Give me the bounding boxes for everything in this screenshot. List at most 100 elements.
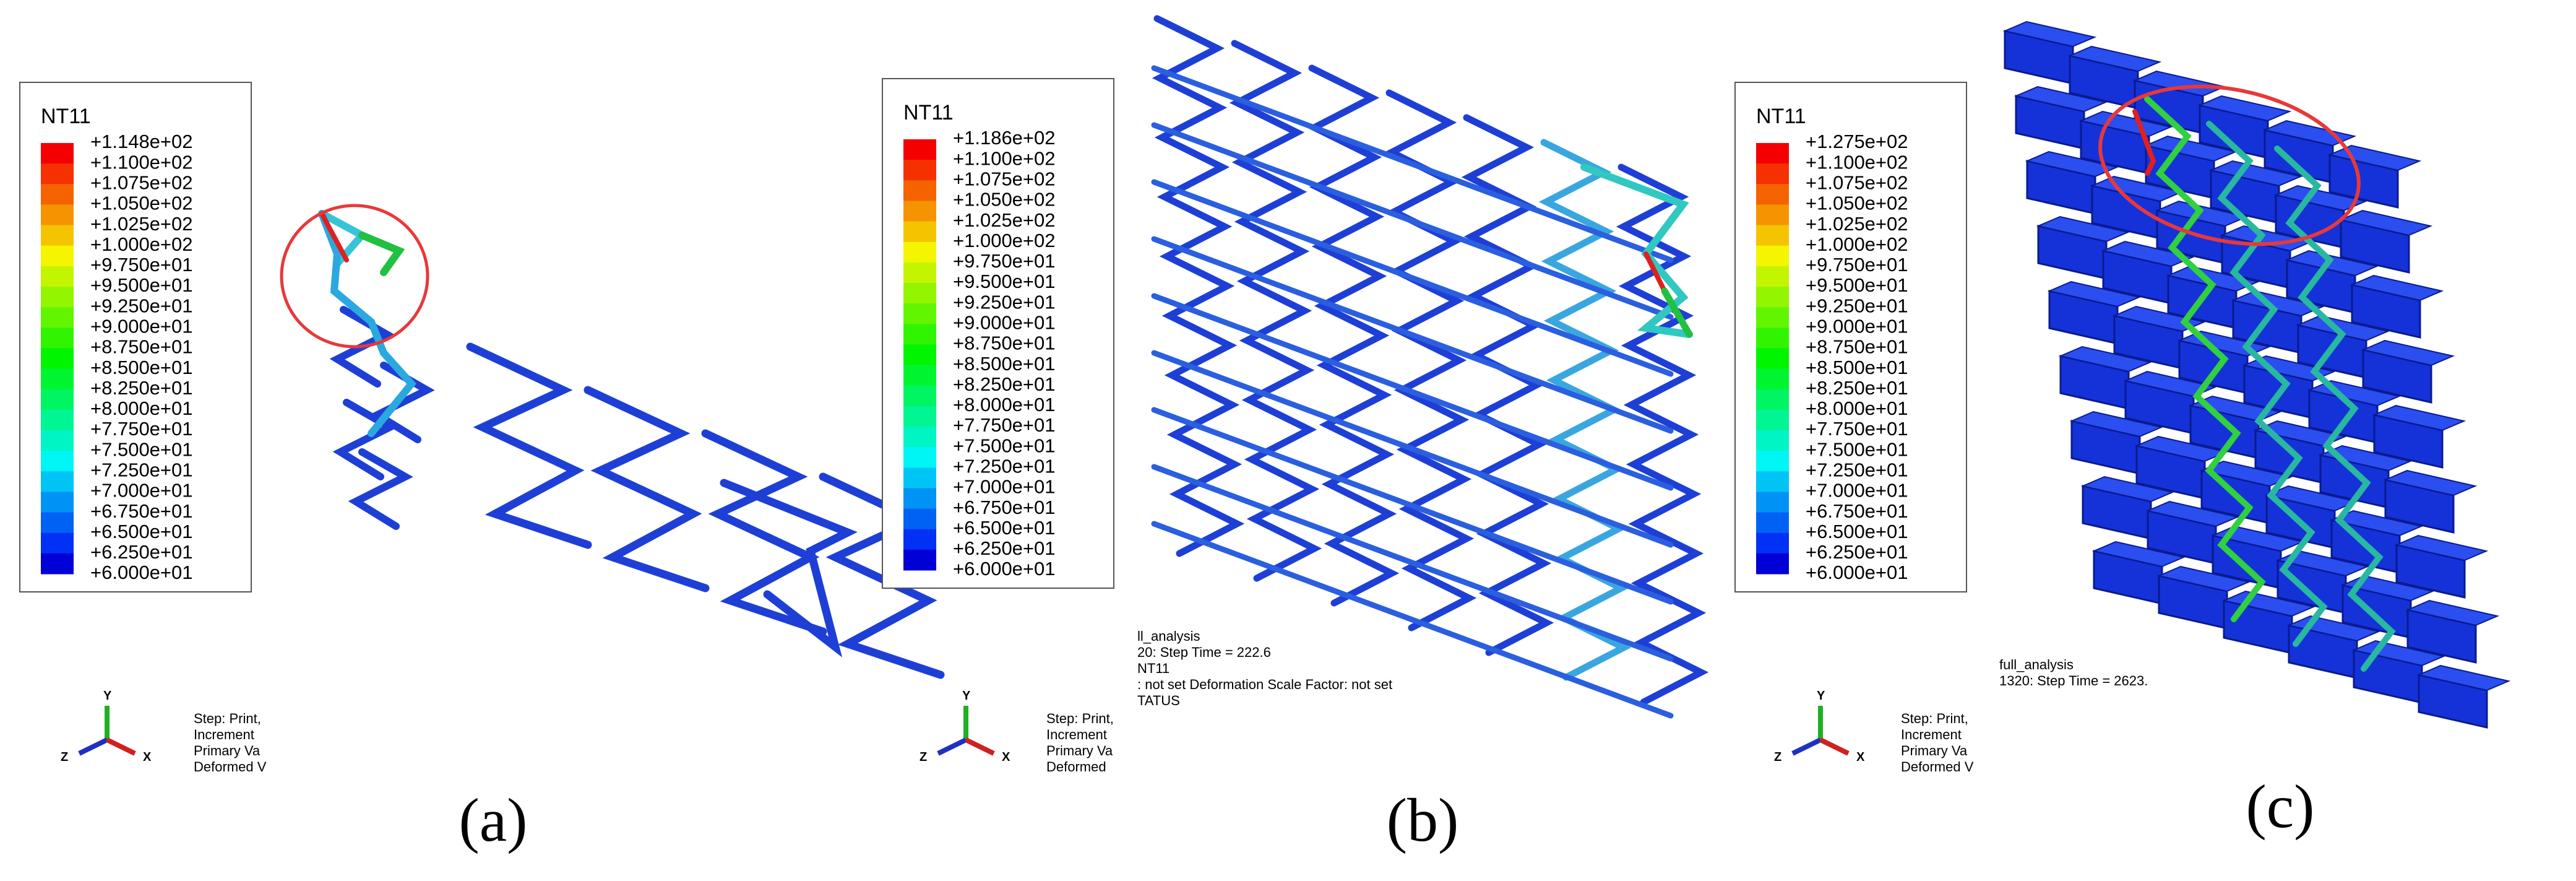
legend-label: +6.750e+01	[1806, 500, 1908, 522]
legend-color-band	[903, 262, 936, 284]
legend-label: +1.275e+02	[1806, 131, 1908, 152]
info-text: Primary Va	[1901, 743, 1968, 758]
legend-color-band	[903, 365, 936, 386]
legend-label: +6.250e+01	[1806, 541, 1908, 563]
block-side	[2002, 20, 2097, 48]
triad-label: X	[1856, 750, 1865, 764]
caption: (a)	[459, 786, 528, 854]
info-text: Primary Va	[1046, 743, 1113, 758]
info-text: 20: Step Time = 222.6	[1137, 644, 1271, 660]
beam	[584, 386, 710, 592]
block-side	[2394, 534, 2489, 562]
legend-color-band	[1756, 409, 1789, 431]
legend-label: +7.500e+01	[1806, 438, 1908, 460]
legend-label: +6.500e+01	[953, 517, 1056, 539]
block-side	[2188, 395, 2283, 422]
caption: (b)	[1387, 786, 1459, 854]
beam	[1151, 464, 1674, 662]
block-side	[2036, 215, 2130, 243]
legend-label: +8.750e+01	[90, 336, 193, 358]
legend-label: +1.000e+02	[953, 230, 1056, 251]
beam	[1151, 122, 1674, 320]
legend-label: +7.750e+01	[953, 414, 1056, 436]
beam	[2132, 109, 2156, 176]
legend-label: +8.250e+01	[1806, 377, 1908, 399]
legend-color-band	[903, 139, 936, 160]
triad-z	[937, 737, 967, 756]
legend-color-band	[1756, 348, 1789, 370]
legend-label: +8.000e+01	[953, 394, 1056, 415]
legend-label: +9.000e+01	[90, 315, 193, 337]
block-side	[2361, 339, 2455, 367]
legend-color-band	[903, 549, 936, 571]
legend-label: +1.075e+02	[1806, 171, 1908, 193]
block-side	[2197, 95, 2292, 122]
beam	[720, 479, 858, 657]
block-side	[2145, 500, 2240, 527]
legend-label: +9.250e+01	[953, 291, 1056, 313]
triad-label: Y	[962, 689, 971, 703]
block-side	[2285, 250, 2379, 277]
legend-label: +9.250e+01	[1806, 295, 1908, 316]
legend-color-band	[1756, 368, 1789, 390]
legend-label: +8.250e+01	[90, 377, 193, 399]
legend-color-band	[903, 180, 936, 201]
info-text: : not set Deformation Scale Factor: not …	[1137, 677, 1392, 692]
legend-color-band	[903, 508, 936, 530]
block-side	[2123, 370, 2218, 397]
legend-color-band	[1756, 532, 1789, 554]
legend-color-band	[903, 344, 936, 366]
legend-color-band	[41, 409, 74, 431]
legend-color-band	[903, 160, 936, 181]
legend-color-band	[41, 163, 74, 184]
block-side	[2025, 150, 2119, 178]
legend-label: +9.250e+01	[90, 295, 193, 316]
info-text: Increment	[194, 727, 254, 742]
legend-label: +7.500e+01	[953, 435, 1056, 456]
caption: (c)	[2246, 772, 2315, 841]
legend-color-band	[1756, 307, 1789, 328]
legend-color-band	[1756, 245, 1789, 267]
triad-label: Z	[920, 750, 927, 764]
triad-z	[78, 737, 108, 756]
legend-label: +9.500e+01	[90, 274, 193, 296]
legend-color-band	[41, 204, 74, 226]
legend-color-band	[41, 328, 74, 349]
legend-color-band	[41, 245, 74, 267]
legend-color-band	[903, 467, 936, 488]
legend-color-band	[1756, 328, 1789, 349]
legend-label: +9.500e+01	[1806, 274, 1908, 296]
legend-label: +7.750e+01	[90, 418, 193, 440]
block-side	[2340, 575, 2435, 602]
legend-label: +1.000e+02	[1806, 233, 1908, 255]
legend-label: +9.500e+01	[953, 271, 1056, 292]
legend-label: +8.500e+01	[90, 357, 193, 378]
legend-color-band	[41, 368, 74, 390]
legend-color-band	[41, 287, 74, 308]
triad-z	[1791, 737, 1822, 756]
legend-label: +6.000e+01	[953, 558, 1056, 579]
legend-color-band	[903, 447, 936, 468]
legend-label: +1.075e+02	[90, 171, 193, 193]
legend-color-band	[903, 488, 936, 510]
block-side	[2101, 240, 2195, 267]
legend-label: +9.750e+01	[1806, 254, 1908, 276]
info-text: TATUS	[1137, 693, 1180, 708]
info-text: Deformed V	[1901, 759, 1974, 775]
legend-color-band	[1756, 266, 1789, 287]
info-text: Deformed	[1046, 759, 1106, 775]
models	[318, 15, 2511, 729]
beam	[1580, 163, 1693, 338]
beam	[348, 448, 413, 530]
legend-label: +7.250e+01	[1806, 459, 1908, 480]
beam	[1151, 407, 1674, 605]
beam	[1151, 236, 1674, 434]
legend-label: +1.050e+02	[1806, 193, 1908, 214]
beam	[1661, 287, 1693, 338]
beam	[1229, 40, 1322, 582]
legend-label: +1.148e+02	[90, 131, 193, 152]
beam	[1306, 64, 1400, 607]
legend-label: +7.250e+01	[90, 459, 193, 480]
legend-label: +8.750e+01	[1806, 336, 1908, 358]
info-text: Increment	[1901, 727, 1962, 742]
